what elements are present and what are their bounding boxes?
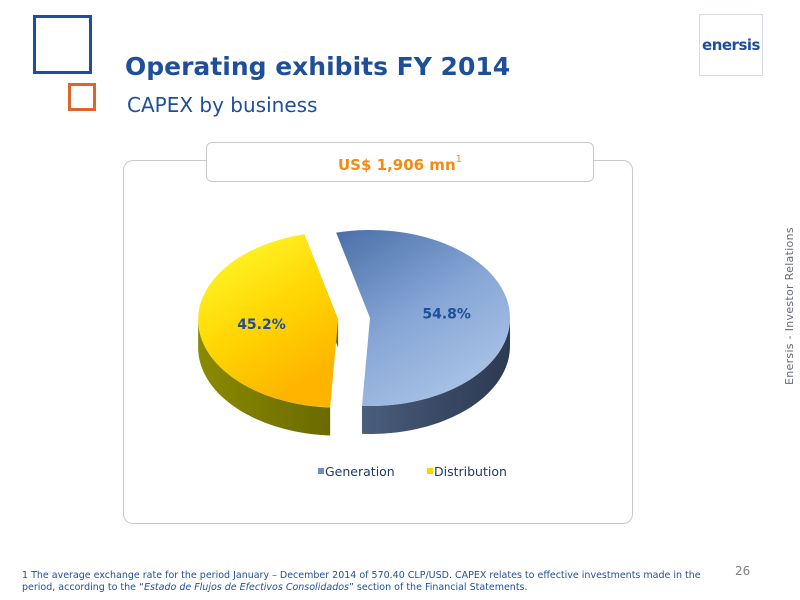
legend-swatch-generation	[318, 468, 324, 474]
footnote-italic-text: Estado de Flujos de Efectivos Consolidad…	[143, 582, 349, 593]
pie-slice-distribution	[198, 234, 339, 436]
footnote-text: 1 The average exchange rate for the peri…	[22, 570, 701, 593]
page-title: Operating exhibits FY 2014	[125, 52, 511, 81]
pie-slice-generation	[336, 229, 511, 434]
decorative-blue-square	[33, 15, 92, 74]
total-capex-label: US$ 1,906 mn	[338, 156, 456, 174]
data-label-distribution: 45.2%	[237, 317, 286, 333]
page-subtitle: CAPEX by business	[127, 93, 318, 117]
logo-text: enersis	[702, 36, 760, 54]
legend-swatch-distribution	[427, 468, 433, 474]
footnote-text-end: ” section of the Financial Statements.	[348, 582, 528, 593]
legend-label-distribution: Distribution	[434, 464, 507, 479]
page-number: 26	[735, 564, 751, 578]
footnote: 1 The average exchange rate for the peri…	[22, 570, 702, 594]
decorative-orange-square	[68, 83, 96, 111]
legend-label-generation: Generation	[325, 464, 395, 479]
total-capex-box: US$ 1,906 mn1	[206, 142, 594, 182]
company-logo: enersis	[699, 14, 763, 76]
total-footnote-ref: 1	[455, 154, 462, 165]
data-label-generation: 54.8%	[422, 306, 471, 322]
